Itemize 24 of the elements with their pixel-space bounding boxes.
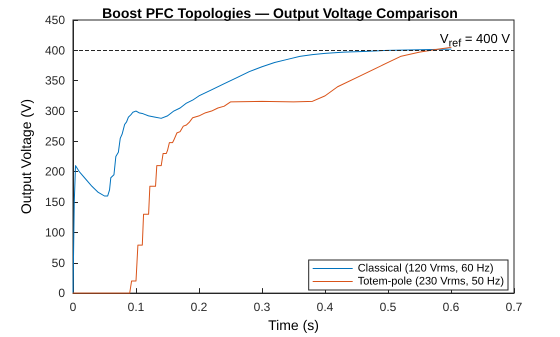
x-tick-label: 0 — [70, 300, 77, 314]
y-tick-label: 50 — [52, 256, 66, 270]
x-tick-label: 0.5 — [380, 300, 397, 314]
x-tick-label: 0.2 — [190, 300, 208, 314]
y-tick-label: 350 — [44, 74, 66, 88]
y-tick-label: 300 — [44, 104, 66, 118]
x-tick-label: 0.1 — [128, 300, 145, 314]
x-tick-label: 0.7 — [506, 300, 523, 314]
y-tick-label: 100 — [44, 225, 66, 240]
x-tick-label: 0.6 — [442, 300, 460, 314]
y-tick-label: 250 — [44, 134, 66, 148]
y-tick-label: 0 — [58, 286, 66, 300]
legend-label: Totem-pole (230 Vrms, 50 Hz) — [358, 276, 504, 288]
x-tick-label: 0.4 — [316, 300, 334, 314]
y-axis-title: Output Voltage (V) — [18, 98, 34, 214]
y-tick-label: 150 — [44, 195, 66, 210]
chart-title: Boost PFC Topologies — Output Voltage Comparison — [102, 5, 458, 21]
y-tick-label: 450 — [44, 13, 66, 27]
ref-line-label: V$_{ref}$ = 400 V — [440, 31, 510, 52]
x-tick-label: 0.3 — [254, 300, 271, 314]
y-tick-label: 400 — [44, 43, 66, 58]
y-tick-label: 200 — [44, 164, 66, 179]
x-axis-title: Time (s) — [268, 317, 319, 333]
legend-label: Classical (120 Vrms, 60 Hz) — [358, 262, 494, 274]
